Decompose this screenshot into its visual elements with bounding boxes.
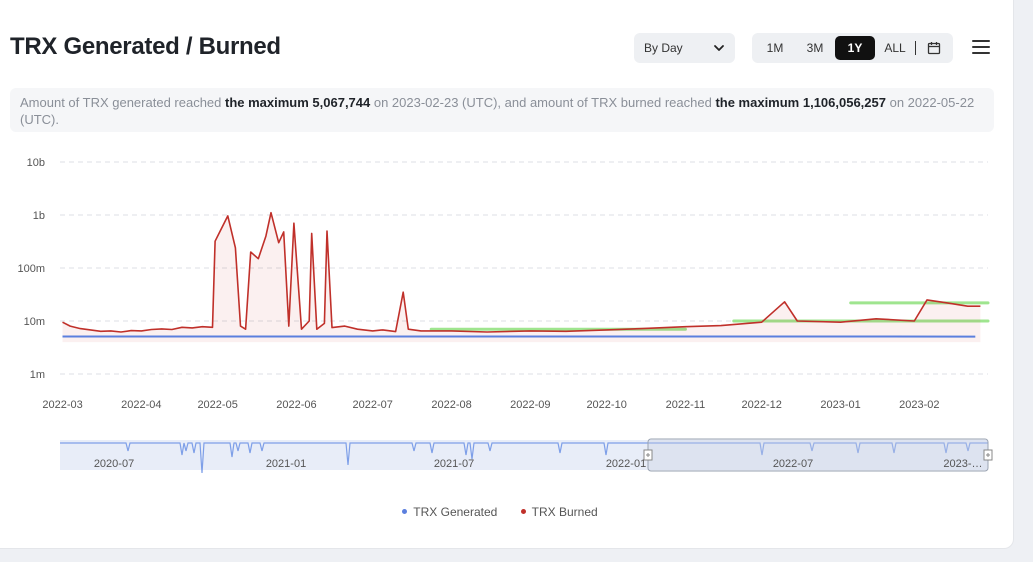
navigator-tick-label: 2021-07 (434, 458, 474, 470)
legend-item-burned[interactable]: TRX Burned (520, 505, 598, 519)
legend-label: TRX Burned (531, 505, 598, 519)
x-tick-label: 2022-10 (586, 399, 626, 411)
navigator-window[interactable] (647, 438, 989, 472)
chart-title: TRX Generated / Burned (10, 33, 281, 60)
navigator-tick-label: 2021-01 (266, 458, 306, 470)
x-tick-label: 2022-12 (742, 399, 782, 411)
line-chart: 1m 10m 100m 1b 10b 2022-03 2022-04 2022-05 2022-… (17, 157, 990, 411)
x-tick-label: 2023-01 (820, 399, 860, 411)
range-all-button[interactable]: ALL (884, 41, 906, 55)
legend-item-generated[interactable]: TRX Generated (402, 505, 497, 519)
range-navigator[interactable]: 2020-07 2021-01 2021-07 2022-01 2022-07 2023-… (0, 430, 1013, 478)
x-tick-label: 2022-09 (510, 399, 550, 411)
summary-text: Amount of TRX generated reached the maxi… (10, 88, 994, 132)
chart-card: TRX Generated / Burned By Day 1M 3M 1Y A… (0, 0, 1014, 549)
navigator-tick-label: 2023-… (943, 458, 982, 470)
calendar-icon[interactable] (927, 41, 941, 55)
summary-part: on 2022-05-22 (UTC). (20, 95, 975, 127)
legend: TRX Generated TRX Burned (0, 505, 1000, 519)
x-tick-label: 2022-05 (197, 399, 237, 411)
navigator-tick-label: 2022-01 (606, 458, 646, 470)
chevron-down-icon (714, 45, 724, 51)
y-tick-label: 1b (33, 210, 45, 222)
navigator-line (60, 442, 988, 474)
x-tick-label: 2022-03 (42, 399, 82, 411)
x-tick-label: 2022-07 (353, 399, 393, 411)
y-tick-label: 10m (24, 316, 45, 328)
summary-max-generated: the maximum 5,067,744 (225, 95, 371, 110)
interval-select-value: By Day (644, 41, 683, 55)
y-tick-label: 10b (27, 157, 45, 169)
navigator-tick-label: 2020-07 (94, 458, 134, 470)
hamburger-menu-icon[interactable] (972, 39, 990, 55)
x-tick-label: 2022-04 (121, 399, 161, 411)
range-1y-button[interactable]: 1Y (835, 36, 875, 60)
range-divider (915, 41, 916, 55)
y-tick-label: 100m (17, 263, 45, 275)
legend-dot-generated (402, 509, 408, 515)
range-selector: 1M 3M 1Y ALL (752, 33, 953, 63)
navigator-background (60, 440, 988, 470)
legend-dot-burned (520, 509, 526, 515)
range-3m-button[interactable]: 3M (806, 41, 824, 55)
series-line-trx-burned (62, 211, 981, 333)
x-tick-label: 2022-06 (276, 399, 316, 411)
summary-max-burned: the maximum 1,106,056,257 (715, 95, 886, 110)
interval-select[interactable]: By Day (634, 33, 735, 63)
range-1m-button[interactable]: 1M (766, 41, 784, 55)
x-tick-label: 2022-08 (431, 399, 471, 411)
navigator-tick-label: 2022-07 (773, 458, 813, 470)
x-tick-label: 2022-11 (666, 399, 706, 411)
summary-part: on 2023-02-23 (UTC), and amount of TRX b… (370, 95, 716, 110)
y-tick-label: 1m (30, 369, 45, 381)
legend-label: TRX Generated (413, 505, 498, 519)
burned-area (62, 212, 981, 343)
x-tick-label: 2023-02 (899, 399, 939, 411)
summary-part: Amount of TRX generated reached (20, 95, 225, 110)
